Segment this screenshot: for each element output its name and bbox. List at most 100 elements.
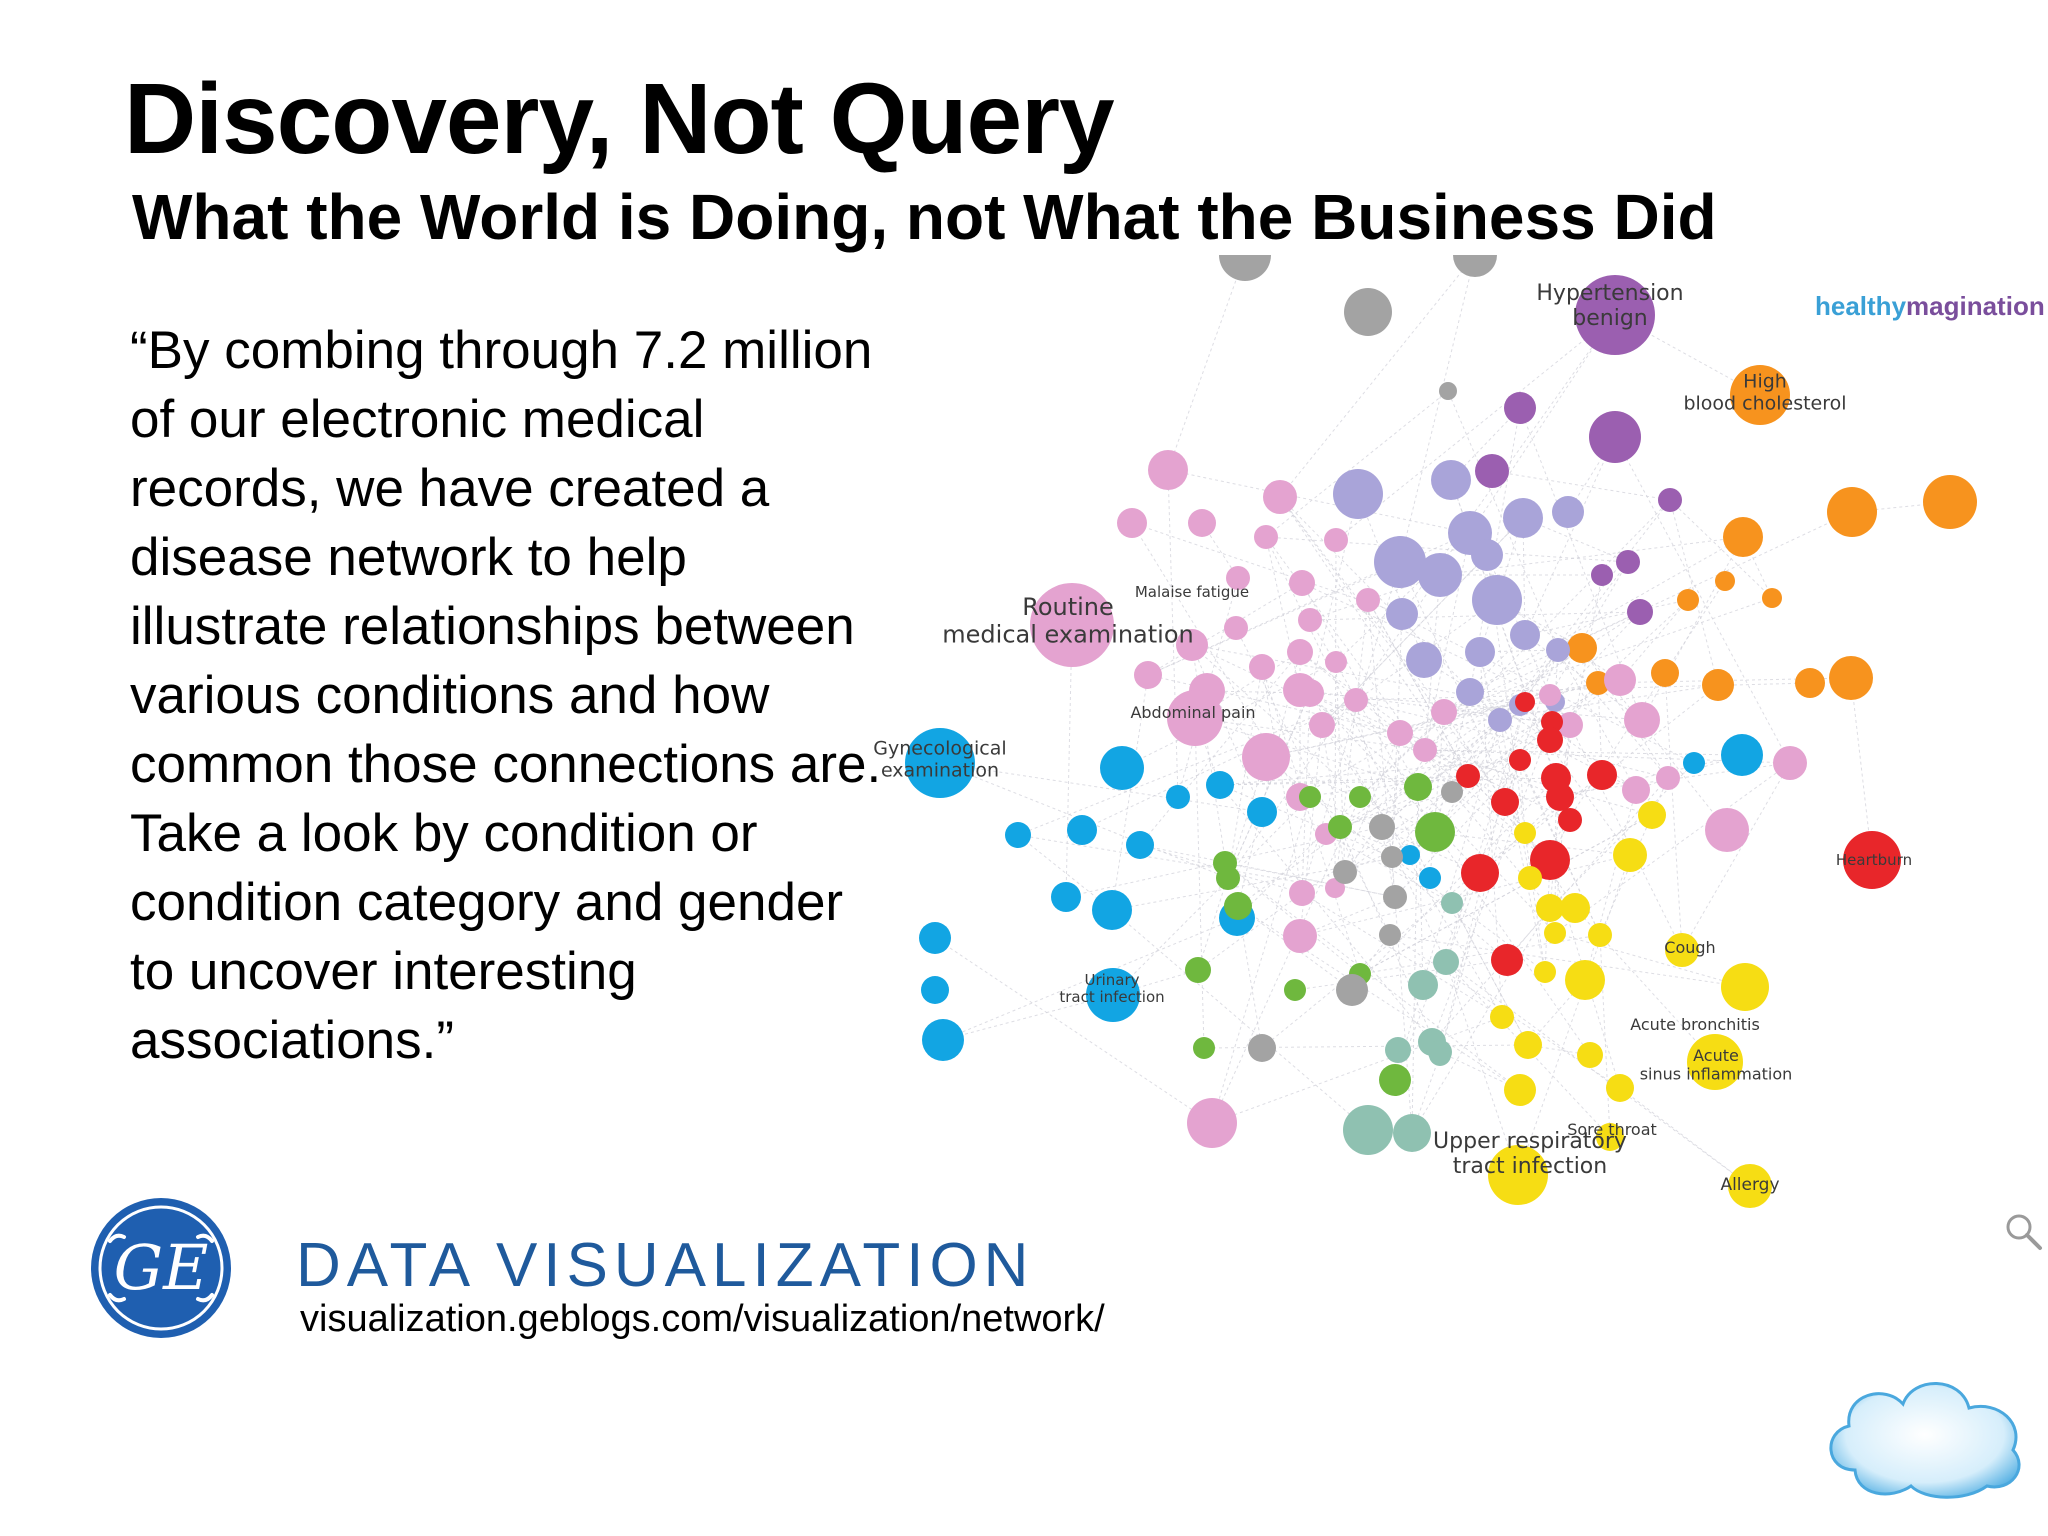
- network-node-orange[interactable]: [1923, 475, 1977, 529]
- network-node-lavender[interactable]: [1418, 553, 1462, 597]
- network-node-pink[interactable]: [1431, 699, 1457, 725]
- network-node-green[interactable]: [1404, 773, 1432, 801]
- network-node-teal[interactable]: [1441, 892, 1463, 914]
- network-node-pink[interactable]: [1242, 733, 1290, 781]
- network-node-gray[interactable]: [1379, 924, 1401, 946]
- network-node-blue[interactable]: [1005, 822, 1031, 848]
- network-node-yellow[interactable]: [1596, 1123, 1624, 1151]
- network-node-yellow[interactable]: [1536, 894, 1564, 922]
- network-node-pink[interactable]: [1287, 639, 1313, 665]
- network-node-blue[interactable]: [921, 976, 949, 1004]
- network-node-orange[interactable]: [1651, 659, 1679, 687]
- network-node-purple[interactable]: [1658, 488, 1682, 512]
- network-node-blue[interactable]: [1166, 785, 1190, 809]
- network-node-yellow[interactable]: [1606, 1074, 1634, 1102]
- network-node-teal[interactable]: [1343, 1105, 1393, 1155]
- network-node-blue[interactable]: [922, 1019, 964, 1061]
- network-node-green[interactable]: [1185, 957, 1211, 983]
- network-node-blue[interactable]: [1126, 831, 1154, 859]
- network-node-pink[interactable]: [1148, 450, 1188, 490]
- network-node-gray[interactable]: [1248, 1034, 1276, 1062]
- network-node-red[interactable]: [1530, 840, 1570, 880]
- network-node-red[interactable]: [1537, 727, 1563, 753]
- network-node-blue[interactable]: [1400, 845, 1420, 865]
- network-node-pink[interactable]: [1557, 712, 1583, 738]
- network-node-gray[interactable]: [1383, 885, 1407, 909]
- network-node-lavender[interactable]: [1333, 469, 1383, 519]
- network-node-green[interactable]: [1299, 786, 1321, 808]
- network-node-lavender[interactable]: [1546, 638, 1570, 662]
- network-node-purple[interactable]: [1627, 599, 1653, 625]
- network-node-teal[interactable]: [1433, 949, 1459, 975]
- network-node-purple[interactable]: [1575, 275, 1655, 355]
- network-node-purple[interactable]: [1589, 411, 1641, 463]
- network-node-yellow[interactable]: [1488, 1145, 1548, 1205]
- network-node-pink[interactable]: [1387, 720, 1413, 746]
- network-node-orange[interactable]: [1715, 571, 1735, 591]
- network-node-yellow[interactable]: [1514, 822, 1536, 844]
- network-node-pink[interactable]: [1224, 616, 1248, 640]
- network-node-yellow[interactable]: [1721, 963, 1769, 1011]
- network-node-yellow[interactable]: [1560, 893, 1590, 923]
- network-node-yellow[interactable]: [1665, 933, 1699, 967]
- network-node-yellow[interactable]: [1577, 1042, 1603, 1068]
- network-node-red[interactable]: [1546, 783, 1574, 811]
- network-node-blue[interactable]: [1067, 815, 1097, 845]
- network-node-lavender[interactable]: [1374, 536, 1426, 588]
- network-node-orange[interactable]: [1829, 656, 1873, 700]
- network-node-teal[interactable]: [1385, 1037, 1411, 1063]
- network-node-yellow[interactable]: [1588, 923, 1612, 947]
- network-node-blue[interactable]: [1247, 797, 1277, 827]
- network-node-blue[interactable]: [1051, 882, 1081, 912]
- network-node-green[interactable]: [1284, 979, 1306, 1001]
- network-node-lavender[interactable]: [1406, 642, 1442, 678]
- network-node-gray[interactable]: [1439, 382, 1457, 400]
- network-node-green[interactable]: [1349, 786, 1371, 808]
- network-node-lavender[interactable]: [1456, 678, 1484, 706]
- network-node-red[interactable]: [1558, 808, 1582, 832]
- network-node-gray[interactable]: [1453, 255, 1497, 277]
- network-node-teal[interactable]: [1393, 1114, 1431, 1152]
- network-node-pink[interactable]: [1656, 766, 1680, 790]
- network-node-pink[interactable]: [1167, 690, 1223, 746]
- network-node-green[interactable]: [1328, 815, 1352, 839]
- network-node-yellow[interactable]: [1728, 1164, 1772, 1208]
- network-node-orange[interactable]: [1586, 671, 1610, 695]
- network-node-blue[interactable]: [1419, 867, 1441, 889]
- network-node-pink[interactable]: [1705, 808, 1749, 852]
- network-node-yellow[interactable]: [1518, 866, 1542, 890]
- network-node-yellow[interactable]: [1490, 1005, 1514, 1029]
- network-node-gray[interactable]: [1333, 860, 1357, 884]
- network-node-pink[interactable]: [1117, 508, 1147, 538]
- network-node-yellow[interactable]: [1565, 960, 1605, 1000]
- network-node-blue[interactable]: [1206, 771, 1234, 799]
- network-node-pink[interactable]: [1030, 583, 1114, 667]
- network-node-green[interactable]: [1379, 1064, 1411, 1096]
- network-node-yellow[interactable]: [1613, 838, 1647, 872]
- network-node-orange[interactable]: [1762, 588, 1782, 608]
- network-node-red[interactable]: [1843, 831, 1901, 889]
- network-node-lavender[interactable]: [1510, 620, 1540, 650]
- network-node-pink[interactable]: [1176, 629, 1208, 661]
- network-node-teal[interactable]: [1408, 970, 1438, 1000]
- network-node-orange[interactable]: [1827, 487, 1877, 537]
- network-node-orange[interactable]: [1702, 669, 1734, 701]
- network-node-pink[interactable]: [1539, 684, 1561, 706]
- network-node-lavender[interactable]: [1488, 708, 1512, 732]
- network-node-orange[interactable]: [1723, 517, 1763, 557]
- network-node-pink[interactable]: [1773, 746, 1807, 780]
- network-node-orange[interactable]: [1730, 365, 1790, 425]
- network-node-pink[interactable]: [1283, 919, 1317, 953]
- network-node-purple[interactable]: [1616, 550, 1640, 574]
- network-node-gray[interactable]: [1344, 288, 1392, 336]
- network-node-blue[interactable]: [1721, 734, 1763, 776]
- network-node-gray[interactable]: [1369, 814, 1395, 840]
- network-node-lavender[interactable]: [1503, 498, 1543, 538]
- network-node-pink[interactable]: [1289, 570, 1315, 596]
- network-node-red[interactable]: [1456, 764, 1480, 788]
- network-node-pink[interactable]: [1249, 654, 1275, 680]
- network-node-yellow[interactable]: [1638, 801, 1666, 829]
- network-node-purple[interactable]: [1475, 454, 1509, 488]
- network-node-pink[interactable]: [1413, 738, 1437, 762]
- network-node-pink[interactable]: [1298, 608, 1322, 632]
